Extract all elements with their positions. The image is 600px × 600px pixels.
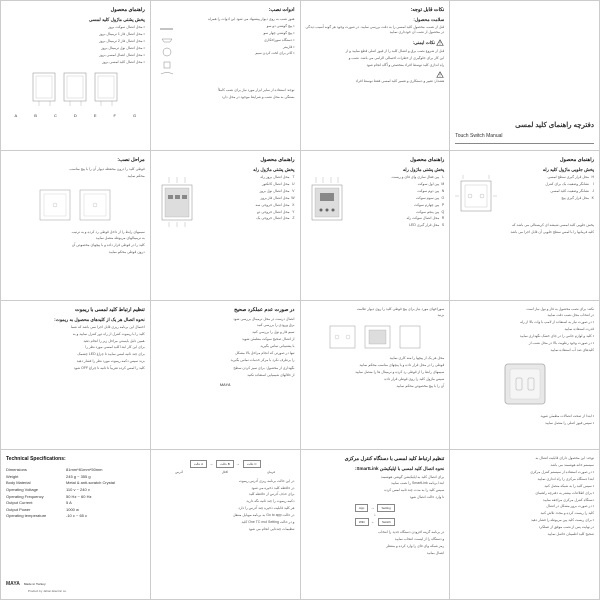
title: ادوات نصب: bbox=[156, 7, 295, 14]
title: نکات قابل توجه: bbox=[306, 7, 445, 14]
relay-module-diagram bbox=[306, 175, 348, 230]
cell-r4c2: حالت A→ حالت B→ حالت C آدرس کانال فرمان … bbox=[151, 450, 300, 599]
cell-r1c3: نکات قابل توجه: سلامت محصول: قبل از نصب،… bbox=[301, 1, 450, 150]
title: راهنمای محصول bbox=[6, 7, 145, 14]
brand-logo: MAYA Made in Turkey Product by Jahan Ele… bbox=[6, 581, 67, 595]
install-diagram bbox=[6, 182, 145, 227]
manual-title: دفترچه راهنمای کلید لمسی bbox=[455, 121, 594, 131]
app-flow-diagram: App→ Setting ↓ WiFi← Switch bbox=[306, 504, 445, 526]
spec-table: Dimensions81mm*81mm*50mm Weight245 g ~ 3… bbox=[6, 467, 145, 519]
cell-r4c4: توجه: این محصول دارای قابلیت اتصال به سی… bbox=[450, 450, 599, 599]
cell-r2c2: راهنمای محصول پخش پشتی ماژول رله T محل ا… bbox=[151, 151, 300, 300]
switch-back-diagram bbox=[6, 68, 145, 110]
cell-r3c4: نکته: برای نصب محصول به فاز و نول نیاز ا… bbox=[450, 301, 599, 450]
manual-page: راهنمای محصول پخش پشتی ماژول کلید لمسی •… bbox=[0, 0, 600, 600]
relay-back-diagram bbox=[156, 175, 198, 230]
cell-r4c3: تنظیم ارتباط کلید لمسی با دستگاه کنترل م… bbox=[301, 450, 450, 599]
cell-r2c1: مراحل نصب: قوطی کلید را درون محفظه دیوار… bbox=[1, 151, 150, 300]
cell-r4c1: Technical Specifications: Dimensions81mm… bbox=[1, 450, 150, 599]
brand: MAYA bbox=[156, 382, 295, 388]
manual-title-en: Touch Switch Manual bbox=[455, 133, 594, 140]
subtitle: پخش پشتی ماژول کلید لمسی bbox=[6, 17, 145, 23]
cell-r2c4: راهنمای محصول پخش جلویی ماژول کلید رله H… bbox=[450, 151, 599, 300]
cell-r1c2: ادوات نصب: هنوز نصب به روی دیوار پیشنهاد… bbox=[151, 1, 300, 150]
product-render bbox=[455, 356, 594, 411]
cell-r3c1: تنظیم ارتباط کلید لمسی با ریموت نحوه اتص… bbox=[1, 301, 150, 450]
wall-install-diagram bbox=[306, 321, 445, 353]
tools-list: • پیچ گوشتی دو سو • پیچ گوشتی چهار سو • … bbox=[156, 24, 295, 84]
cell-r3c2: در صورت عدم عملکرد صحیح اتصال درست در مح… bbox=[151, 301, 300, 450]
cell-r1c4: دفترچه راهنمای کلید لمسی Touch Switch Ma… bbox=[450, 1, 599, 150]
cell-r3c3: سوراخهای مورد نیاز برای پیچ قوطی کلید را… bbox=[301, 301, 450, 450]
warning-icon bbox=[436, 39, 444, 47]
front-module-diagram bbox=[455, 175, 497, 220]
flow-diagram: حالت A→ حالت B→ حالت C آدرس کانال فرمان bbox=[156, 460, 295, 474]
lines: • محل اتصال سوکت بروز • محل اتصال فاز 1 … bbox=[6, 25, 145, 64]
warning-icon bbox=[436, 71, 444, 79]
cell-r1c1: راهنمای محصول پخش پشتی ماژول کلید لمسی •… bbox=[1, 1, 150, 150]
diagram-labels: A B C D E F G bbox=[6, 113, 145, 119]
cell-r2c3: راهنمای محصول پخش پشتی ماژول رله L پین ف… bbox=[301, 151, 450, 300]
tool-icons bbox=[156, 24, 176, 84]
